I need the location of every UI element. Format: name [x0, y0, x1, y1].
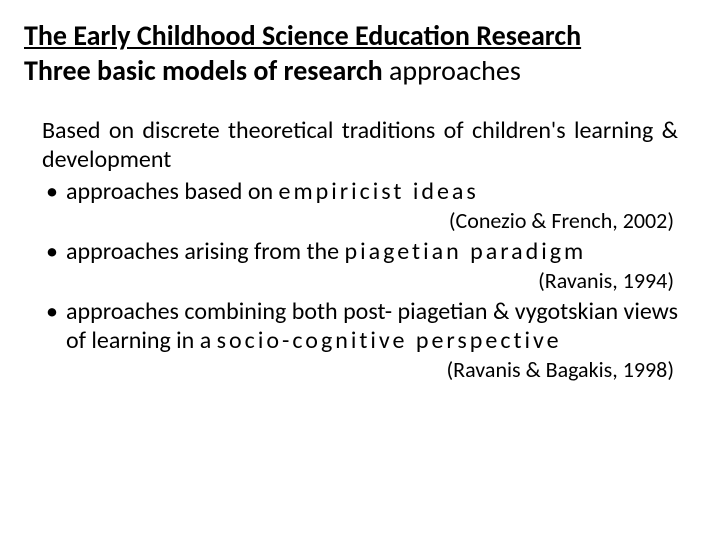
bullet-list: approaches based on empiricist ideas: [42, 177, 678, 206]
list-item: approaches arising from the piagetian pa…: [42, 237, 678, 266]
citation: (Conezio & French, 2002): [42, 208, 678, 235]
list-item: approaches combining both post- piagetia…: [42, 297, 678, 356]
slide-title: The Early Childhood Science Education Re…: [24, 18, 696, 53]
subtitle-bold: Three basic models of research: [24, 53, 383, 88]
title-text: The Early Childhood Science Education Re…: [24, 18, 581, 53]
slide-subtitle: Three basic models of research approache…: [24, 53, 696, 88]
bullet-pre: approaches arising from the: [66, 237, 345, 266]
bullet-emph: socio-cognitive perspective: [217, 326, 562, 355]
slide-body: Based on discrete theoretical traditions…: [24, 116, 696, 384]
subtitle-rest: approaches: [383, 53, 521, 88]
bullet-emph: piagetian paradigm: [345, 237, 587, 266]
citation: (Ravanis & Bagakis, 1998): [42, 357, 678, 384]
bullet-list: approaches combining both post- piagetia…: [42, 297, 678, 356]
citation: (Ravanis, 1994): [42, 268, 678, 295]
bullet-emph: empiricist ideas: [279, 177, 479, 206]
intro-text: Based on discrete theoretical traditions…: [42, 116, 678, 175]
list-item: approaches based on empiricist ideas: [42, 177, 678, 206]
bullet-list: approaches arising from the piagetian pa…: [42, 237, 678, 266]
bullet-pre: approaches based on: [66, 177, 279, 206]
